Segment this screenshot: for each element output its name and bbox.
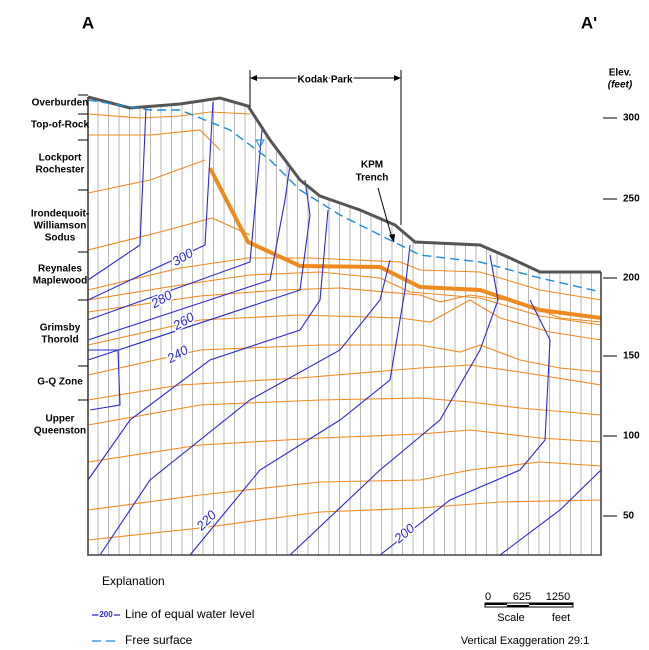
- layer-line: [87, 499, 602, 541]
- layer-lines: [87, 111, 602, 541]
- legend-label: Line of equal water level: [125, 607, 254, 621]
- legend-title: Explanation: [102, 574, 165, 588]
- contour: [379, 299, 551, 556]
- contour-label: 260: [169, 309, 197, 334]
- layer-label: Rochester: [36, 165, 85, 176]
- layer-line: [87, 344, 602, 376]
- layer-label: Williamson: [34, 221, 87, 232]
- layer-line: [87, 397, 602, 426]
- contour: [499, 469, 602, 556]
- legend-label: Free surface: [125, 633, 193, 647]
- layer-line: [87, 257, 602, 301]
- elev-label: 50: [623, 511, 635, 522]
- elev-label: 150: [623, 351, 640, 362]
- contour: [87, 164, 291, 341]
- contour: [87, 209, 329, 481]
- layer-line: [87, 429, 602, 463]
- layer-label: Grimsby: [40, 323, 81, 334]
- contour: [87, 129, 263, 321]
- contour: [87, 179, 311, 361]
- layer-line: [87, 159, 206, 194]
- scale-note: Vertical Exaggeration 29:1: [461, 635, 589, 647]
- section-frame: [87, 97, 602, 556]
- layer-line: [87, 217, 251, 251]
- contour: [289, 254, 499, 556]
- elev-label: 300: [623, 113, 640, 124]
- scale-seg: [485, 603, 507, 605]
- layer-line: [88, 129, 221, 151]
- contour: [99, 259, 391, 556]
- scale-unit: feet: [552, 612, 570, 624]
- layer-label: Lockport: [39, 153, 82, 164]
- reynales-band: [208, 167, 602, 320]
- grid-verticals: [97, 98, 592, 555]
- scale-tick: 625: [513, 591, 531, 603]
- contour: [189, 244, 411, 556]
- scale-title: Scale: [497, 612, 525, 624]
- layer-label: Maplewood: [33, 276, 87, 287]
- water-table-symbol: [255, 139, 265, 149]
- layer-label: Upper: [46, 414, 75, 425]
- contour: [88, 349, 121, 411]
- contour-label: 220: [193, 507, 220, 534]
- layer-line: [87, 299, 602, 346]
- axis-title: (feet): [608, 80, 633, 91]
- layer-line: [87, 461, 602, 511]
- section-label: A: [82, 13, 94, 32]
- scale-tick: 1250: [546, 591, 570, 603]
- layer-label: Queenston: [34, 426, 86, 437]
- contour-label: 240: [163, 342, 191, 367]
- layer-line: [87, 364, 602, 401]
- scale-seg: [507, 605, 529, 607]
- trench-label: KPM: [361, 160, 383, 171]
- trench-label: Trench: [356, 173, 389, 184]
- contour: [87, 101, 214, 301]
- contour: [87, 107, 147, 281]
- axis-title: Elev.: [609, 68, 632, 79]
- elev-label: 250: [623, 194, 640, 205]
- contour-label: 200: [390, 520, 418, 547]
- layer-label: Overburden: [32, 98, 89, 109]
- park-label: Kodak Park: [297, 75, 352, 86]
- elev-label: 100: [623, 431, 640, 442]
- trench-arrowhead: [389, 234, 395, 243]
- layer-label: Reynales: [38, 264, 82, 275]
- contours: [87, 101, 602, 556]
- layer-label: G-Q Zone: [37, 377, 83, 388]
- section-label: A': [581, 13, 597, 32]
- layer-label: Irondequoit-: [31, 209, 89, 220]
- layer-label: Thorold: [41, 335, 78, 346]
- ground-surface: [87, 95, 601, 274]
- layer-line: [87, 271, 602, 326]
- layer-label: Sodus: [45, 233, 76, 244]
- layer-line: [87, 111, 251, 119]
- layer-label: Top-of-Rock: [31, 120, 90, 131]
- scale-tick: 0: [485, 591, 491, 603]
- free-surface: [87, 99, 602, 293]
- legend-symbol-label: 200: [99, 610, 113, 619]
- scale-seg: [529, 603, 573, 605]
- elev-label: 200: [623, 273, 640, 284]
- trench-pointer: [377, 187, 393, 239]
